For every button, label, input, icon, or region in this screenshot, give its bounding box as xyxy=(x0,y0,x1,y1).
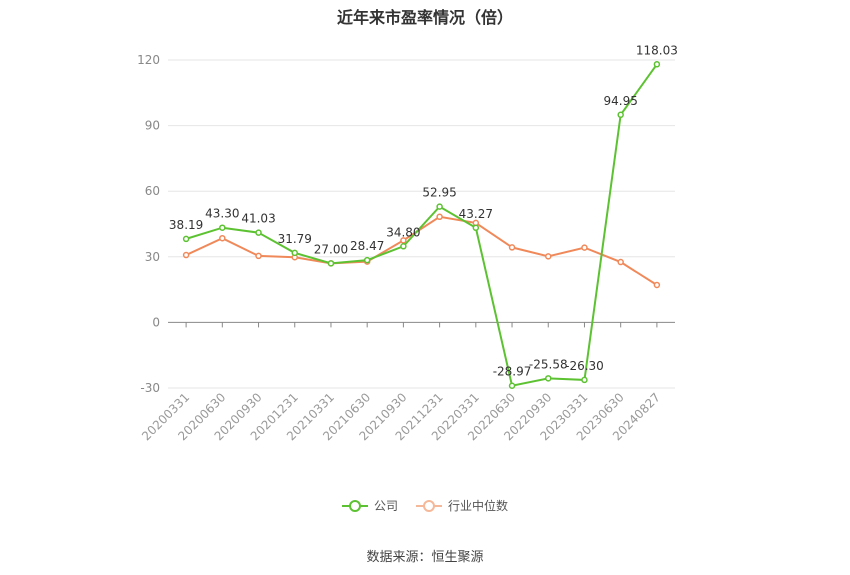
company-data-label: -28.97 xyxy=(493,365,532,379)
company-data-label: 43.30 xyxy=(205,207,239,221)
company-point xyxy=(617,111,624,119)
company-data-label: 34.80 xyxy=(386,225,420,239)
company-point xyxy=(255,229,262,236)
chart-title: 近年来市盈率情况（倍） xyxy=(336,8,513,27)
company-point xyxy=(182,235,190,243)
y-tick-label: 60 xyxy=(145,184,160,198)
legend-industry-label: 行业中位数 xyxy=(448,499,509,513)
series xyxy=(182,61,661,389)
industry-median-point xyxy=(255,252,262,260)
data-source-note: 数据来源：恒生聚源 xyxy=(366,550,484,565)
company-point xyxy=(436,203,443,210)
y-tick-label: 90 xyxy=(145,119,160,133)
company-data-label: 27.00 xyxy=(314,242,348,256)
company-point xyxy=(400,243,407,250)
company-data-label: 43.27 xyxy=(459,207,493,221)
company-series-line xyxy=(185,63,658,387)
industry-median-point xyxy=(545,253,552,260)
company-point xyxy=(581,376,588,384)
legend-item-company[interactable]: 公司 xyxy=(341,497,398,514)
company-data-label: -25.58 xyxy=(529,357,568,371)
industry-median-point xyxy=(617,258,624,266)
y-tick-label: -30 xyxy=(140,381,160,395)
industry-median-point xyxy=(182,251,190,259)
industry-median-point xyxy=(436,213,443,221)
legend-item-industry-median[interactable]: 行业中位数 xyxy=(416,497,508,514)
y-tick-label: 120 xyxy=(137,53,160,67)
legend-industry-swatch-icon xyxy=(416,499,442,513)
company-data-label: 38.19 xyxy=(169,218,203,232)
y-tick-label: 0 xyxy=(152,315,160,329)
legend: 公司 行业中位数 xyxy=(0,497,850,514)
company-data-label: 52.95 xyxy=(422,186,456,200)
company-point xyxy=(508,382,516,389)
legend-company-label: 公司 xyxy=(373,499,398,513)
company-point xyxy=(219,224,226,231)
industry-median-point xyxy=(581,244,588,251)
company-point xyxy=(472,224,480,232)
company-data-label: 118.03 xyxy=(636,43,678,57)
grid-lines xyxy=(168,59,675,389)
company-data-label: 31.79 xyxy=(278,232,312,246)
industry-median-series-line xyxy=(185,215,658,286)
industry-median-point xyxy=(400,237,407,244)
industry-median-point xyxy=(653,281,661,289)
company-data-label: 28.47 xyxy=(350,239,384,253)
company-point xyxy=(327,260,335,267)
legend-company-swatch-icon xyxy=(341,499,368,513)
industry-median-point xyxy=(219,234,226,242)
y-tick-label: 30 xyxy=(145,250,160,264)
company-point xyxy=(653,61,661,68)
company-data-label: 94.95 xyxy=(603,94,637,108)
company-data-label: -26.30 xyxy=(565,359,604,373)
company-data-label: 41.03 xyxy=(241,212,275,226)
industry-median-point xyxy=(508,244,516,251)
company-point xyxy=(363,256,371,264)
company-point xyxy=(291,249,298,257)
company-point xyxy=(545,375,552,382)
